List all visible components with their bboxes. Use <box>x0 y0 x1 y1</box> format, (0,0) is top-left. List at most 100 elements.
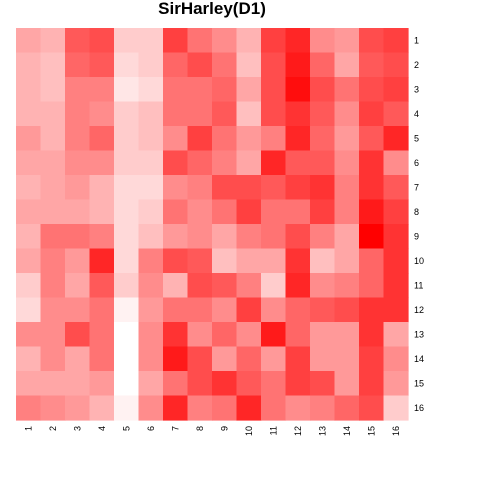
heatmap-cell-r8-c7 <box>163 200 188 225</box>
column-tick-label: 4 <box>97 426 107 431</box>
row-tick-label: 11 <box>414 280 423 290</box>
heatmap-cell-r3-c8 <box>188 77 213 102</box>
heatmap-cell-r12-c13 <box>310 298 335 323</box>
heatmap-cell-r3-c9 <box>212 77 237 102</box>
heatmap-cell-r5-c3 <box>65 126 90 151</box>
heatmap-cell-r10-c2 <box>41 249 66 274</box>
heatmap-cell-r4-c13 <box>310 102 335 127</box>
heatmap-cell-r15-c14 <box>335 371 360 396</box>
heatmap-cell-r13-c2 <box>41 322 66 347</box>
heatmap-cell-r10-c12 <box>286 249 311 274</box>
heatmap-cell-r5-c6 <box>139 126 164 151</box>
column-tick-label: 12 <box>293 426 303 436</box>
heatmap-cell-r9-c13 <box>310 224 335 249</box>
heatmap-cell-r15-c15 <box>359 371 384 396</box>
heatmap-cell-r14-c2 <box>41 347 66 372</box>
column-tick-label: 16 <box>391 426 401 436</box>
heatmap-cell-r10-c5 <box>114 249 139 274</box>
heatmap-cell-r13-c14 <box>335 322 360 347</box>
row-tick-label: 13 <box>414 329 424 339</box>
heatmap-cell-r11-c12 <box>286 273 311 298</box>
heatmap-cell-r15-c11 <box>261 371 286 396</box>
heatmap-cell-r2-c5 <box>114 53 139 78</box>
heatmap-cell-r1-c2 <box>41 28 66 53</box>
heatmap-cell-r11-c9 <box>212 273 237 298</box>
row-tick-label: 1 <box>414 35 419 45</box>
heatmap-cell-r15-c2 <box>41 371 66 396</box>
heatmap-cell-r7-c4 <box>90 175 115 200</box>
heatmap-cell-r1-c15 <box>359 28 384 53</box>
heatmap-cell-r14-c8 <box>188 347 213 372</box>
heatmap-cell-r11-c10 <box>237 273 262 298</box>
heatmap-cell-r16-c12 <box>286 396 311 421</box>
heatmap-cell-r5-c14 <box>335 126 360 151</box>
column-tick-label: 1 <box>23 426 33 431</box>
heatmap-cell-r3-c4 <box>90 77 115 102</box>
heatmap-cell-r8-c2 <box>41 200 66 225</box>
heatmap-cell-r4-c7 <box>163 102 188 127</box>
heatmap-cell-r2-c12 <box>286 53 311 78</box>
heatmap-cell-r9-c3 <box>65 224 90 249</box>
heatmap-cell-r6-c7 <box>163 151 188 176</box>
heatmap-cell-r8-c8 <box>188 200 213 225</box>
heatmap-cell-r7-c12 <box>286 175 311 200</box>
heatmap-cell-r5-c11 <box>261 126 286 151</box>
heatmap-cell-r3-c15 <box>359 77 384 102</box>
row-tick-label: 15 <box>414 378 424 388</box>
heatmap-cell-r14-c15 <box>359 347 384 372</box>
row-tick-label: 3 <box>414 84 419 94</box>
heatmap-cell-r16-c9 <box>212 396 237 421</box>
column-tick-label: 13 <box>317 426 327 436</box>
heatmap-cell-r7-c1 <box>16 175 41 200</box>
row-tick-label: 14 <box>414 354 424 364</box>
heatmap-cell-r4-c2 <box>41 102 66 127</box>
heatmap-cell-r6-c9 <box>212 151 237 176</box>
heatmap-cell-r16-c11 <box>261 396 286 421</box>
row-tick-label: 8 <box>414 207 419 217</box>
heatmap-cell-r16-c5 <box>114 396 139 421</box>
heatmap-cell-r15-c13 <box>310 371 335 396</box>
heatmap-cell-r11-c4 <box>90 273 115 298</box>
heatmap-cell-r6-c1 <box>16 151 41 176</box>
heatmap-cell-r6-c8 <box>188 151 213 176</box>
heatmap-cell-r1-c5 <box>114 28 139 53</box>
heatmap-cell-r10-c14 <box>335 249 360 274</box>
heatmap-cell-r12-c6 <box>139 298 164 323</box>
heatmap-cell-r5-c4 <box>90 126 115 151</box>
heatmap-cell-r9-c11 <box>261 224 286 249</box>
heatmap-cell-r3-c16 <box>384 77 409 102</box>
heatmap-cell-r9-c12 <box>286 224 311 249</box>
heatmap-cell-r5-c12 <box>286 126 311 151</box>
heatmap-cell-r9-c14 <box>335 224 360 249</box>
heatmap-cell-r16-c2 <box>41 396 66 421</box>
heatmap-cell-r4-c4 <box>90 102 115 127</box>
heatmap-cell-r9-c5 <box>114 224 139 249</box>
heatmap-cell-r2-c10 <box>237 53 262 78</box>
heatmap-cell-r7-c16 <box>384 175 409 200</box>
heatmap-cell-r1-c9 <box>212 28 237 53</box>
heatmap-cell-r1-c8 <box>188 28 213 53</box>
heatmap-cell-r16-c16 <box>384 396 409 421</box>
heatmap-cell-r3-c6 <box>139 77 164 102</box>
heatmap-cell-r5-c16 <box>384 126 409 151</box>
heatmap-cell-r9-c8 <box>188 224 213 249</box>
heatmap-cell-r2-c4 <box>90 53 115 78</box>
heatmap-cell-r2-c3 <box>65 53 90 78</box>
heatmap-cell-r14-c16 <box>384 347 409 372</box>
heatmap-cell-r14-c14 <box>335 347 360 372</box>
heatmap-cell-r16-c14 <box>335 396 360 421</box>
heatmap-cell-r1-c12 <box>286 28 311 53</box>
heatmap-cell-r10-c16 <box>384 249 409 274</box>
heatmap-cell-r11-c7 <box>163 273 188 298</box>
heatmap-cell-r10-c9 <box>212 249 237 274</box>
heatmap-cell-r8-c15 <box>359 200 384 225</box>
heatmap-cell-r5-c9 <box>212 126 237 151</box>
heatmap-cell-r3-c7 <box>163 77 188 102</box>
column-tick-label: 8 <box>195 426 205 431</box>
heatmap-cell-r13-c7 <box>163 322 188 347</box>
heatmap-cell-r16-c3 <box>65 396 90 421</box>
heatmap-cell-r9-c15 <box>359 224 384 249</box>
heatmap-cell-r1-c1 <box>16 28 41 53</box>
